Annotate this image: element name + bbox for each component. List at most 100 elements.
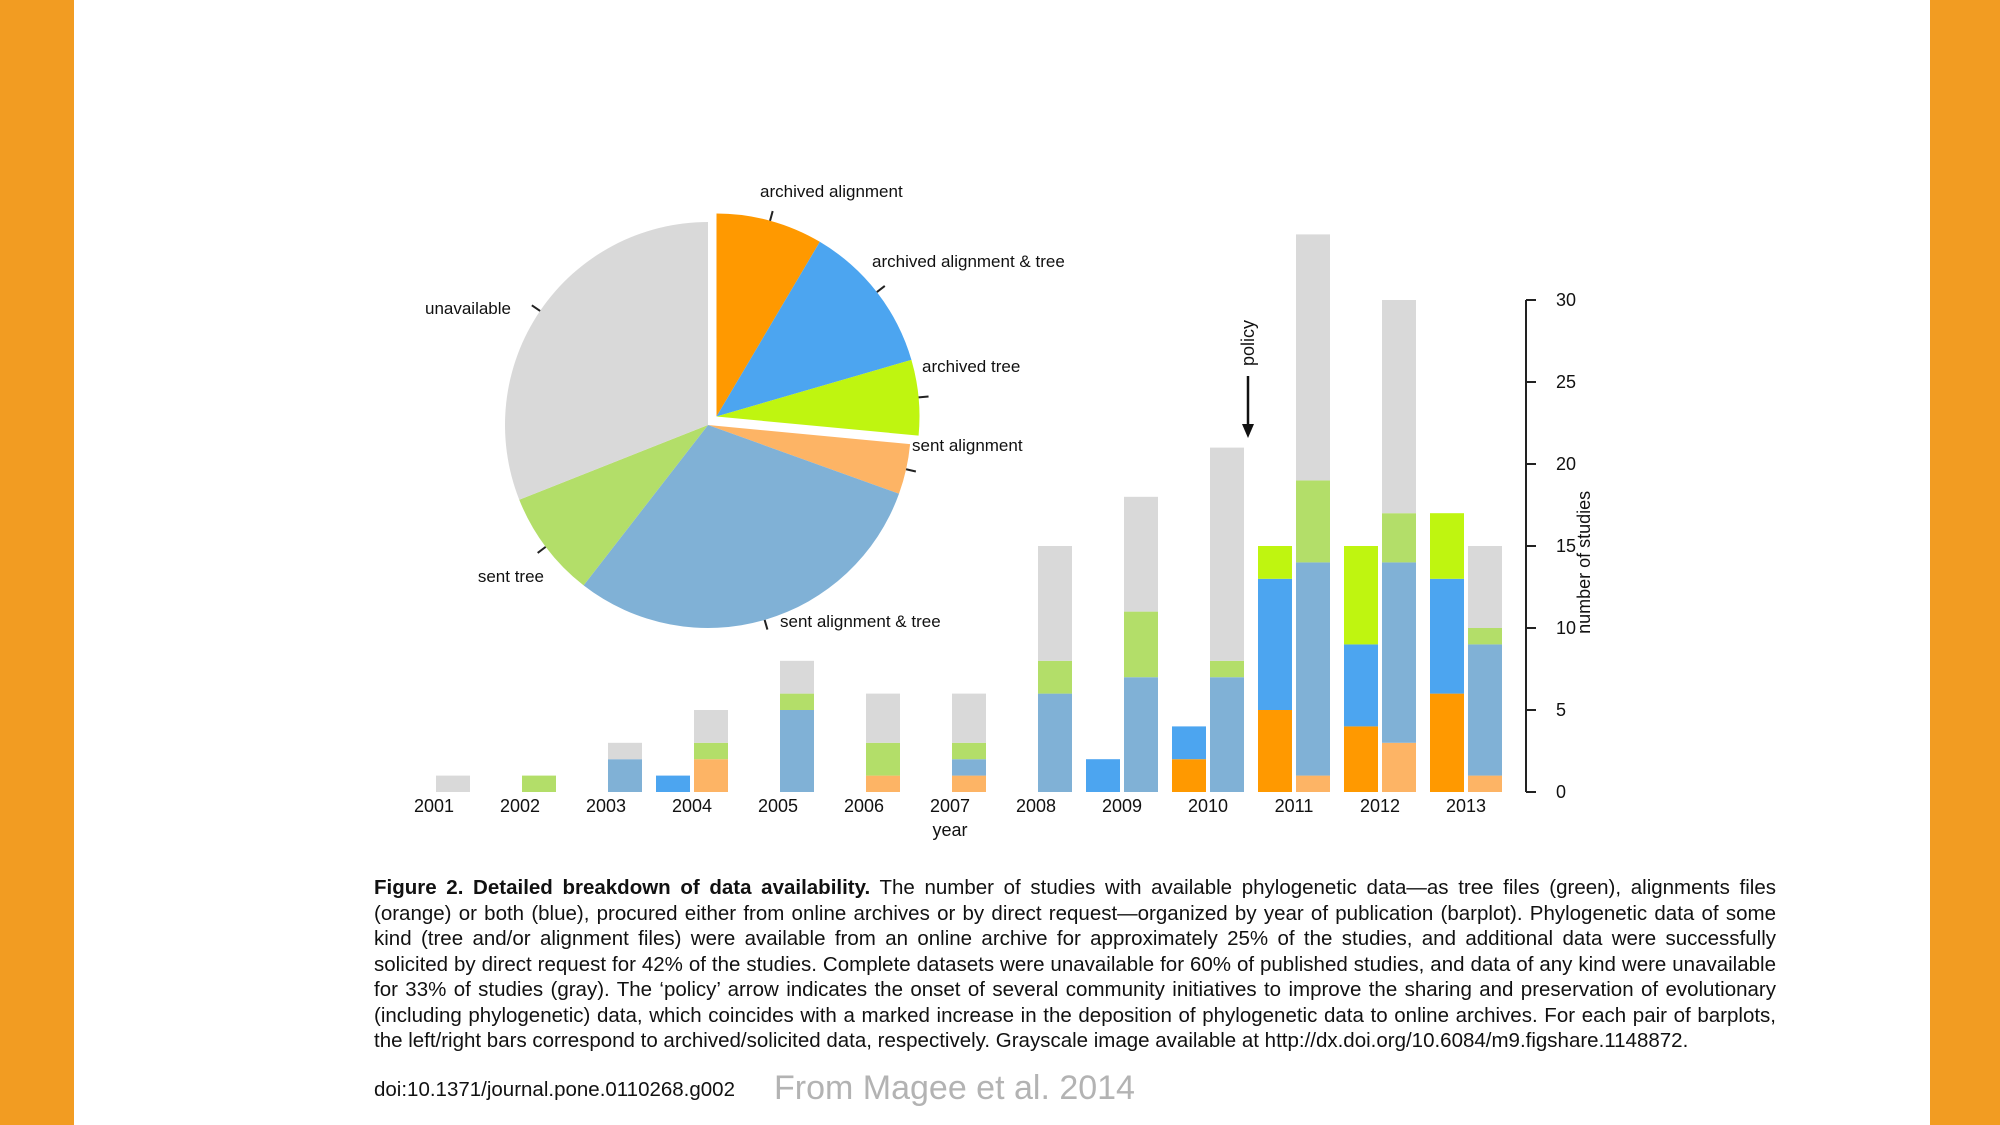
bar-solicited-2007-sent-tree bbox=[952, 742, 986, 760]
pie-slice-unavailable bbox=[504, 222, 708, 500]
pie-slice-archived-tree bbox=[716, 359, 920, 436]
bar-solicited-2011-unavailable bbox=[1296, 234, 1330, 481]
bar-archived-2012-archived-tree bbox=[1344, 546, 1378, 645]
bar-archived-2013-archived-alignment bbox=[1430, 693, 1464, 792]
policy-label: policy bbox=[1238, 320, 1258, 366]
bar-solicited-2010-sent-alignment-and-tree bbox=[1210, 677, 1244, 792]
x-tick-label-2008: 2008 bbox=[1016, 796, 1056, 816]
bar-solicited-2011-sent-alignment bbox=[1296, 775, 1330, 792]
x-axis-label: year bbox=[932, 820, 967, 840]
source-note: From Magee et al. 2014 bbox=[774, 1069, 1135, 1107]
policy-arrow-head bbox=[1242, 424, 1254, 438]
pie-slice-sent-tree bbox=[519, 425, 708, 586]
bar-solicited-2008-unavailable bbox=[1038, 546, 1072, 661]
bar-solicited-2013-sent-tree bbox=[1468, 628, 1502, 645]
pie-slice-sent-alignment bbox=[708, 425, 911, 494]
y-tick-label-10: 10 bbox=[1556, 618, 1576, 638]
pie-leader-archived-alignment-and-tree bbox=[876, 285, 886, 293]
caption-title: Figure 2. Detailed breakdown of data ava… bbox=[374, 876, 871, 899]
bar-solicited-2007-sent-alignment-and-tree bbox=[952, 759, 986, 776]
bar-solicited-2008-sent-tree bbox=[1038, 660, 1072, 694]
bar-archived-2012-archived-alignment-and-tree bbox=[1344, 644, 1378, 727]
bar-solicited-2003-sent-alignment-and-tree bbox=[608, 759, 642, 792]
bar-archived-2010-archived-alignment bbox=[1172, 759, 1206, 792]
bar-archived-2011-archived-alignment-and-tree bbox=[1258, 578, 1292, 710]
bar-solicited-2001-unavailable bbox=[436, 775, 470, 792]
y-axis-label: number of studies bbox=[1574, 491, 1594, 634]
bar-solicited-2009-sent-tree bbox=[1124, 611, 1158, 678]
pie-leader-archived-tree bbox=[918, 395, 929, 399]
x-tick-label-2001: 2001 bbox=[414, 796, 454, 816]
pie-label-archived-tree: archived tree bbox=[922, 357, 1020, 376]
bar-archived-2013-archived-alignment-and-tree bbox=[1430, 578, 1464, 694]
bar-solicited-2012-sent-alignment-and-tree bbox=[1382, 562, 1416, 743]
y-tick-label-15: 15 bbox=[1556, 536, 1576, 556]
bar-solicited-2007-sent-alignment bbox=[952, 775, 986, 792]
pie-label-archived-alignment: archived alignment bbox=[760, 182, 903, 201]
figure-caption: Figure 2. Detailed breakdown of data ava… bbox=[374, 875, 1776, 1054]
y-tick-label-0: 0 bbox=[1556, 782, 1566, 802]
bar-solicited-2006-unavailable bbox=[866, 693, 900, 743]
pie-label-archived-alignment-and-tree: archived alignment & tree bbox=[872, 252, 1065, 271]
x-tick-label-2009: 2009 bbox=[1102, 796, 1142, 816]
pie-label-sent-alignment: sent alignment bbox=[912, 436, 1023, 455]
bar-solicited-2009-sent-alignment-and-tree bbox=[1124, 677, 1158, 792]
pie-leader-sent-alignment bbox=[905, 468, 917, 473]
slide: archived alignment archived alignment & t… bbox=[74, 0, 1930, 1125]
caption-text: The number of studies with available phy… bbox=[374, 876, 1776, 1052]
bar-solicited-2006-sent-tree bbox=[866, 742, 900, 776]
y-tick-label-30: 30 bbox=[1556, 290, 1576, 310]
x-tick-label-2013: 2013 bbox=[1446, 796, 1486, 816]
figure-chart: archived alignment archived alignment & t… bbox=[414, 182, 1594, 840]
bar-archived-2013-archived-tree bbox=[1430, 513, 1464, 579]
bar-solicited-2008-sent-alignment-and-tree bbox=[1038, 693, 1072, 792]
bar-archived-2009-archived-alignment-and-tree bbox=[1086, 759, 1120, 792]
bar-solicited-2010-unavailable bbox=[1210, 447, 1244, 661]
bar-solicited-2007-unavailable bbox=[952, 693, 986, 743]
bar-archived-2010-archived-alignment-and-tree bbox=[1172, 726, 1206, 760]
bar-solicited-2013-sent-alignment-and-tree bbox=[1468, 644, 1502, 776]
pie-leader-archived-alignment bbox=[769, 210, 774, 221]
pie-label-sent-alignment-and-tree: sent alignment & tree bbox=[780, 612, 941, 631]
bar-archived-2011-archived-tree bbox=[1258, 546, 1292, 579]
bar-solicited-2003-unavailable bbox=[608, 742, 642, 760]
pie-slice-archived-alignment bbox=[716, 213, 820, 417]
bar-archived-2011-archived-alignment bbox=[1258, 710, 1292, 792]
caption-doi: doi:10.1371/journal.pone.0110268.g002 bbox=[374, 1078, 735, 1101]
bar-solicited-2013-sent-alignment bbox=[1468, 775, 1502, 792]
bar-solicited-2012-sent-alignment bbox=[1382, 742, 1416, 792]
bar-solicited-2004-unavailable bbox=[694, 710, 728, 743]
x-tick-label-2007: 2007 bbox=[930, 796, 970, 816]
x-tick-label-2004: 2004 bbox=[672, 796, 712, 816]
pie-slice-archived-alignment-and-tree bbox=[716, 241, 912, 417]
bar-solicited-2012-unavailable bbox=[1382, 300, 1416, 514]
pie-label-sent-tree: sent tree bbox=[478, 567, 544, 586]
bar-solicited-2011-sent-tree bbox=[1296, 480, 1330, 563]
bar-solicited-2004-sent-tree bbox=[694, 742, 728, 760]
pie-leader-sent-tree bbox=[537, 546, 547, 554]
x-tick-label-2011: 2011 bbox=[1275, 796, 1314, 816]
bar-solicited-2005-sent-tree bbox=[780, 693, 814, 710]
bar-archived-2004-archived-alignment-and-tree bbox=[656, 775, 690, 792]
x-tick-label-2002: 2002 bbox=[500, 796, 540, 816]
bar-solicited-2011-sent-alignment-and-tree bbox=[1296, 562, 1330, 776]
y-tick-label-5: 5 bbox=[1556, 700, 1566, 720]
bar-archived-2012-archived-alignment bbox=[1344, 726, 1378, 792]
x-tick-label-2010: 2010 bbox=[1188, 796, 1228, 816]
y-tick-label-20: 20 bbox=[1556, 454, 1576, 474]
pie-leader-sent-alignment-and-tree bbox=[763, 619, 769, 630]
bar-solicited-2002-sent-tree bbox=[522, 775, 556, 792]
bar-solicited-2005-sent-alignment-and-tree bbox=[780, 710, 814, 792]
pie-slice-sent-alignment-and-tree bbox=[583, 425, 899, 629]
bar-solicited-2005-unavailable bbox=[780, 660, 814, 694]
x-tick-label-2012: 2012 bbox=[1360, 796, 1400, 816]
bar-solicited-2010-sent-tree bbox=[1210, 660, 1244, 678]
x-tick-label-2006: 2006 bbox=[844, 796, 884, 816]
bar-solicited-2009-unavailable bbox=[1124, 496, 1158, 612]
bar-solicited-2013-unavailable bbox=[1468, 546, 1502, 628]
bar-solicited-2004-sent-alignment bbox=[694, 759, 728, 792]
x-tick-label-2005: 2005 bbox=[758, 796, 798, 816]
pie-leader-unavailable bbox=[531, 304, 541, 312]
pie-label-unavailable: unavailable bbox=[425, 299, 511, 318]
y-tick-label-25: 25 bbox=[1556, 372, 1576, 392]
